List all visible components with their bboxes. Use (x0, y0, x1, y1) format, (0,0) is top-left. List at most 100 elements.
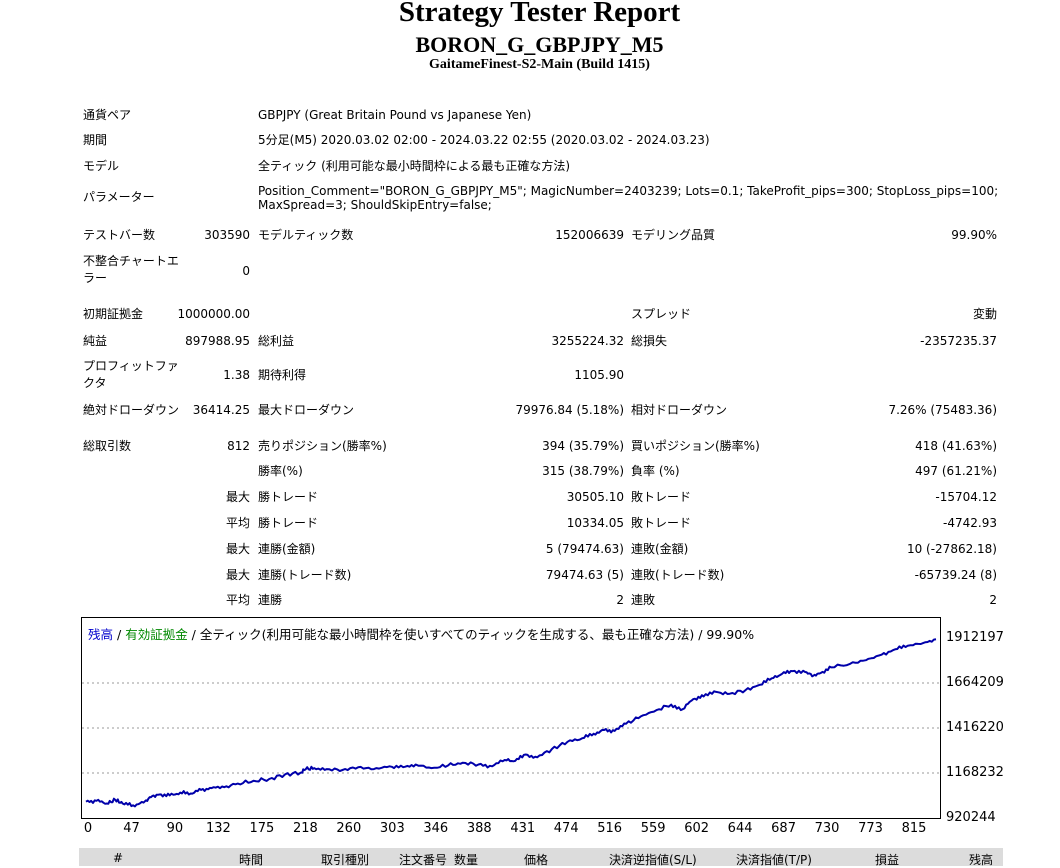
x-tick-label: 474 (553, 821, 579, 836)
max-cons-profit-value: 79474.63 (5) (545, 568, 624, 582)
model-value: 全ティック (利用可能な最小時間枠による最も正確な方法) (258, 159, 571, 173)
max-cons-wins-value: 5 (79474.63) (545, 542, 624, 556)
balance-series-line (85, 638, 937, 808)
col-price: 価格 (524, 853, 549, 867)
bars-label: テストバー数 (83, 228, 156, 242)
x-tick-label: 516 (597, 821, 623, 836)
abs-dd-label: 絶対ドローダウン (83, 403, 180, 417)
col-profit: 損益 (875, 853, 900, 867)
col-tp: 決済指値(T/P) (736, 853, 812, 867)
abs-dd-value: 36414.25 (192, 403, 250, 417)
win-rate-label: 勝率(%) (258, 464, 303, 478)
pf-label: プロフィットファクタ (83, 359, 179, 390)
avg-cons-losses-label: 連敗 (631, 593, 656, 607)
x-tick-label: 346 (423, 821, 449, 836)
trades-table-header: # 時間 取引種別 注文番号 数量 価格 決済逆指値(S/L) 決済指値(T/P… (79, 848, 1003, 867)
max-cons-profit-label: 連勝(トレード数) (258, 568, 352, 582)
col-size: 数量 (454, 853, 479, 867)
x-tick-label: 303 (379, 821, 405, 836)
loss-rate-label: 負率 (%) (631, 464, 680, 478)
deposit-value: 1000000.00 (177, 307, 250, 321)
x-tick-label: 132 (205, 821, 231, 836)
mismatch-label: 不整合チャートエラー (83, 254, 179, 285)
rel-dd-value: 7.26% (75483.36) (888, 403, 997, 417)
server-info: GaitameFinest-S2-Main (Build 1415) (429, 57, 650, 72)
max-loss-label: 敗トレード (631, 490, 692, 504)
col-balance: 残高 (969, 853, 994, 867)
max-cons-wins-label: 連勝(金額) (258, 542, 316, 556)
col-sl: 決済逆指値(S/L) (609, 853, 697, 867)
gross-loss-label: 総損失 (631, 334, 668, 348)
rel-dd-label: 相対ドローダウン (631, 403, 728, 417)
max-cons-losses-label: 連敗(金額) (631, 542, 689, 556)
x-tick-label: 815 (901, 821, 927, 836)
params-label: パラメーター (83, 190, 155, 204)
gross-loss-value: -2357235.37 (920, 334, 997, 348)
x-tick-label: 559 (640, 821, 666, 836)
avg-cons-wins-prefix: 平均 (225, 593, 250, 607)
total-trades-label: 総取引数 (83, 439, 132, 453)
net-value: 897988.95 (185, 334, 250, 348)
x-tick-label: 602 (684, 821, 710, 836)
x-tick-label: 175 (249, 821, 275, 836)
pair-label: 通貨ペア (83, 108, 132, 122)
legend-sep-1: / (113, 627, 126, 642)
legend-equity: 有効証拠金 (125, 627, 188, 642)
total-trades-value: 812 (227, 439, 250, 453)
short-label: 売りポジション(勝率%) (258, 439, 387, 453)
max-dd-value: 79976.84 (5.18%) (515, 403, 624, 417)
long-label: 買いポジション(勝率%) (631, 439, 760, 453)
x-tick-label: 773 (858, 821, 883, 836)
y-tick-label: 1664209 (946, 674, 1004, 690)
max-loss-value: -15704.12 (935, 490, 997, 504)
y-tick-label: 1416220 (946, 720, 1004, 735)
x-tick-label: 260 (336, 821, 362, 836)
loss-rate-value: 497 (61.21%) (915, 464, 997, 478)
quality-label: モデリング品質 (631, 228, 716, 242)
max-dd-label: 最大ドローダウン (258, 403, 355, 417)
x-tick-label: 687 (771, 821, 796, 836)
max-cons-loss-label: 連敗(トレード数) (631, 568, 725, 582)
max-cons-wins-prefix: 最大 (225, 542, 250, 556)
legend-balance: 残高 (88, 627, 114, 642)
legend-sep-2: / (187, 627, 200, 642)
period-value: 5分足(M5) 2020.03.02 02:00 - 2024.03.22 02… (258, 133, 710, 147)
win-rate-value: 315 (38.79%) (542, 464, 624, 478)
col-type: 取引種別 (321, 853, 370, 867)
params-value-line1: Position_Comment="BORON_G_GBPJPY_M5"; Ma… (258, 184, 999, 198)
y-tick-label: 920244 (946, 810, 996, 825)
x-tick-label: 431 (510, 821, 536, 836)
params-value-line2: MaxSpread=3; ShouldSkipEntry=false; (258, 198, 492, 212)
avg-win-label: 勝トレード (258, 516, 319, 530)
avg-loss-label: 敗トレード (631, 516, 692, 530)
quality-value: 99.90% (951, 228, 997, 242)
col-time: 時間 (239, 853, 264, 867)
x-tick-label: 730 (814, 821, 840, 836)
max-win-prefix: 最大 (225, 490, 250, 504)
y-tick-label: 1168232 (946, 765, 1004, 780)
balance-chart: 残高 / 有効証拠金 / 全ティック(利用可能な最小時間枠を使いすべてのティック… (81, 617, 941, 819)
x-tick-label: 218 (292, 821, 318, 836)
avg-cons-wins-value: 2 (616, 593, 624, 607)
avg-cons-losses-value: 2 (989, 593, 997, 607)
pf-value: 1.38 (223, 368, 250, 382)
avg-loss-value: -4742.93 (943, 516, 997, 530)
bars-value: 303590 (204, 228, 250, 242)
chart-legend: 残高 / 有効証拠金 / 全ティック(利用可能な最小時間枠を使いすべてのティック… (88, 624, 754, 643)
model-label: モデル (83, 159, 120, 173)
max-cons-losses-value: 10 (-27862.18) (906, 542, 997, 556)
x-tick-label: 0 (83, 821, 93, 836)
pair-value: GBPJPY (Great Britain Pound vs Japanese … (258, 108, 532, 122)
expected-label: 期待利得 (258, 368, 307, 382)
gross-profit-label: 総利益 (258, 334, 295, 348)
max-win-value: 30505.10 (566, 490, 624, 504)
avg-win-prefix: 平均 (225, 516, 250, 530)
report-title: Strategy Tester Report (398, 0, 681, 28)
max-win-label: 勝トレード (258, 490, 319, 504)
deposit-label: 初期証拠金 (83, 307, 144, 321)
expected-value: 1105.90 (574, 368, 624, 382)
spread-value: 変動 (972, 307, 997, 321)
x-tick-label: 47 (123, 821, 140, 836)
spread-label: スプレッド (631, 307, 692, 321)
avg-cons-wins-label: 連勝 (258, 593, 283, 607)
